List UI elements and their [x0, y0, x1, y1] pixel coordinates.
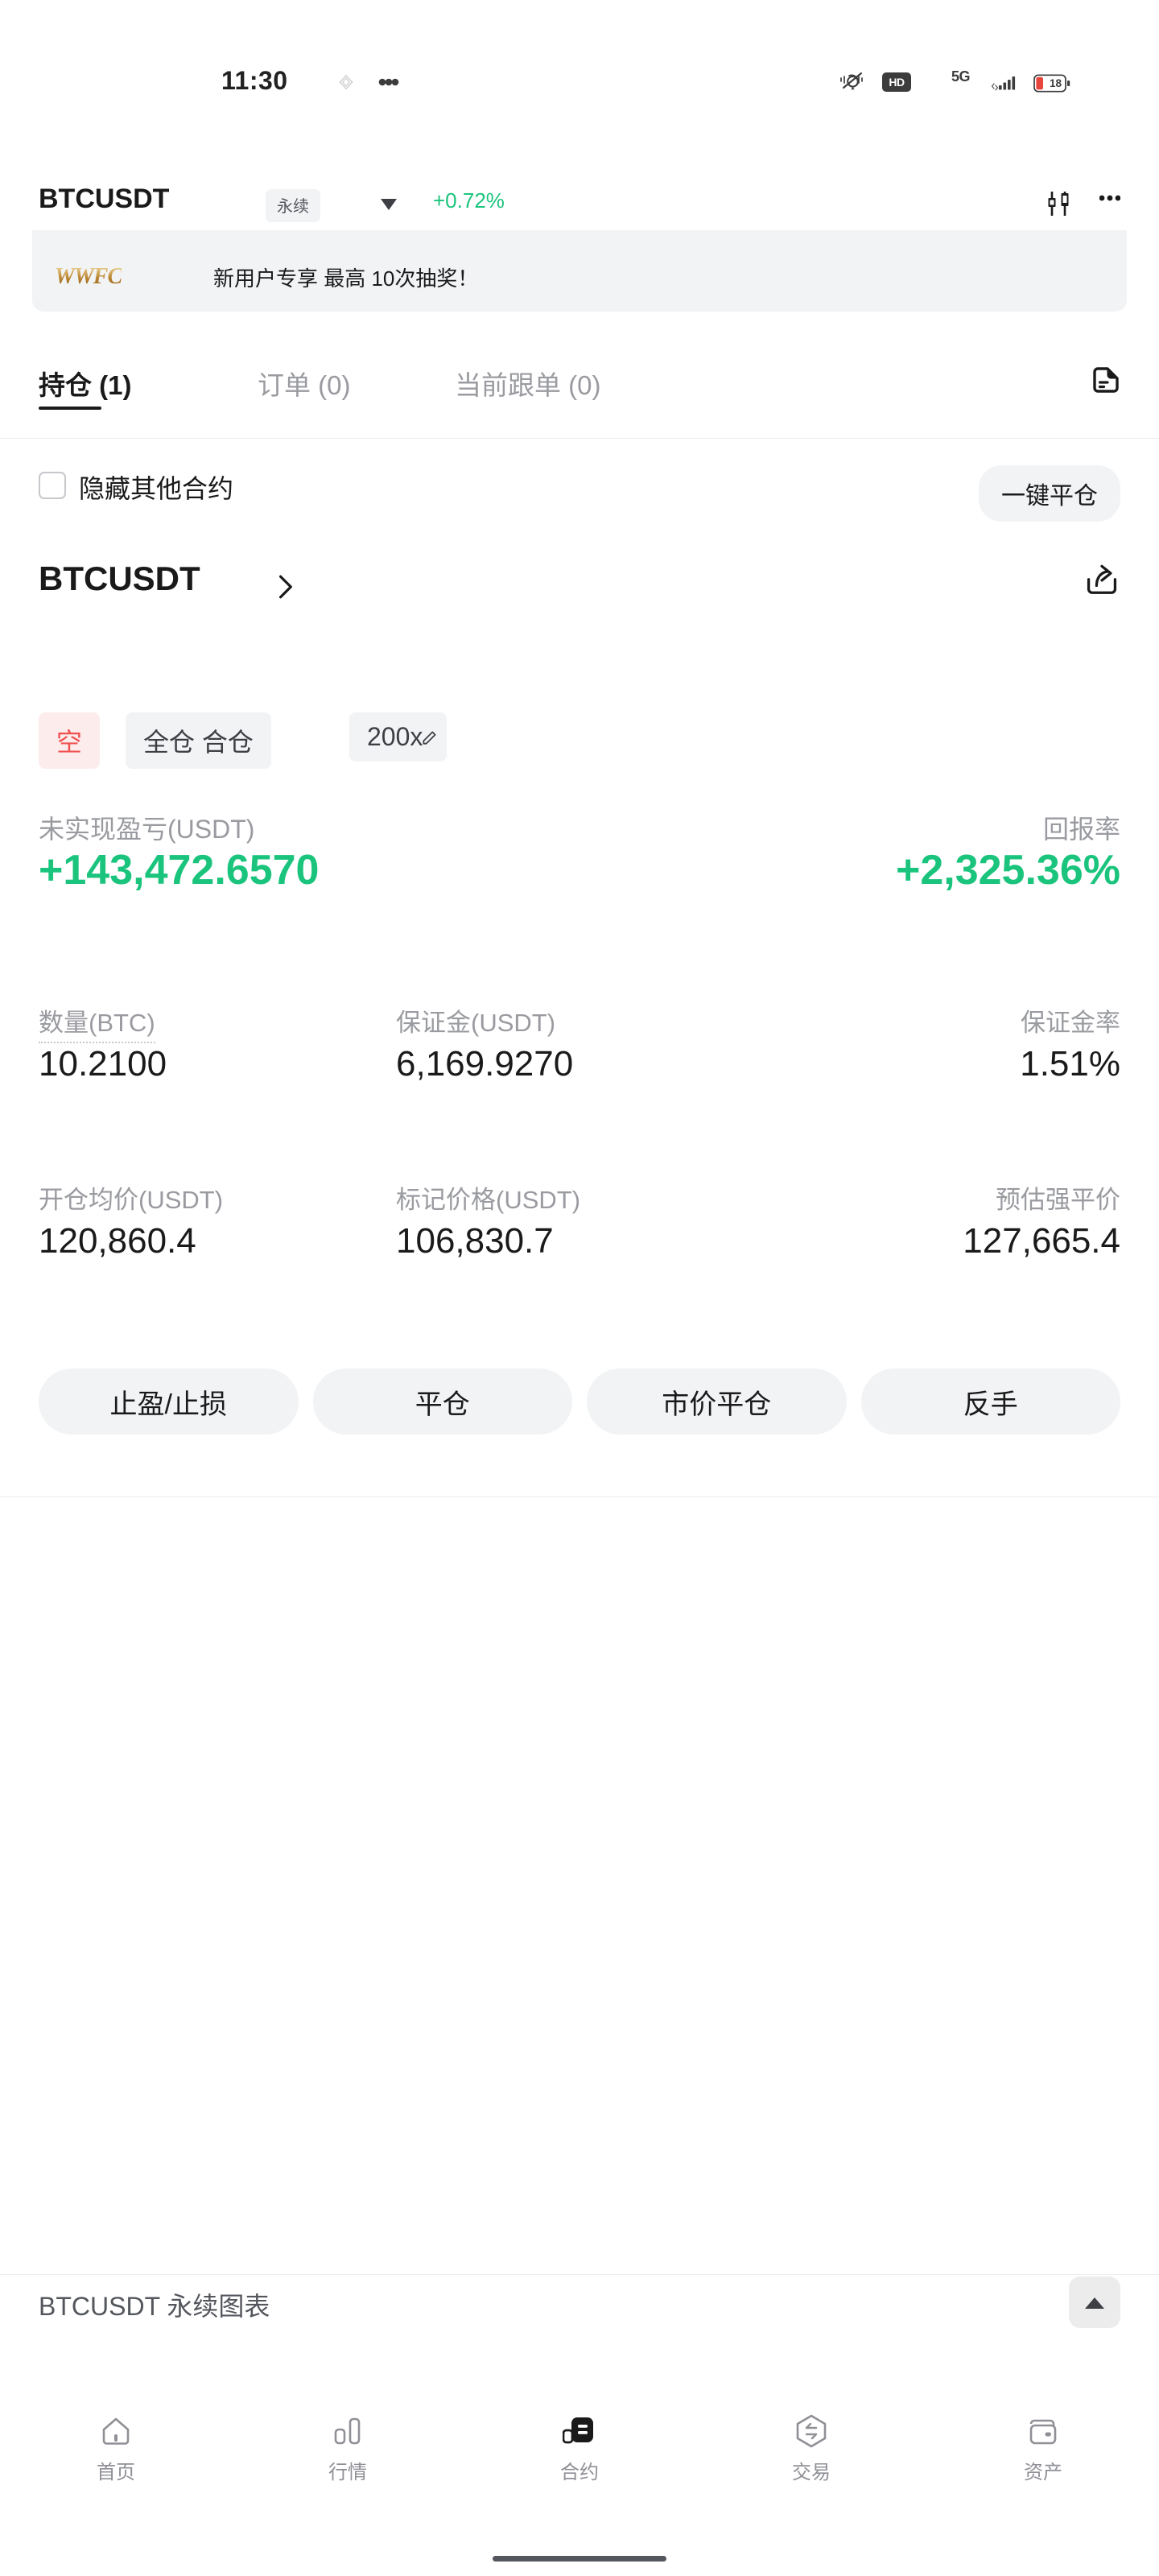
- svg-text:18: 18: [1050, 77, 1062, 89]
